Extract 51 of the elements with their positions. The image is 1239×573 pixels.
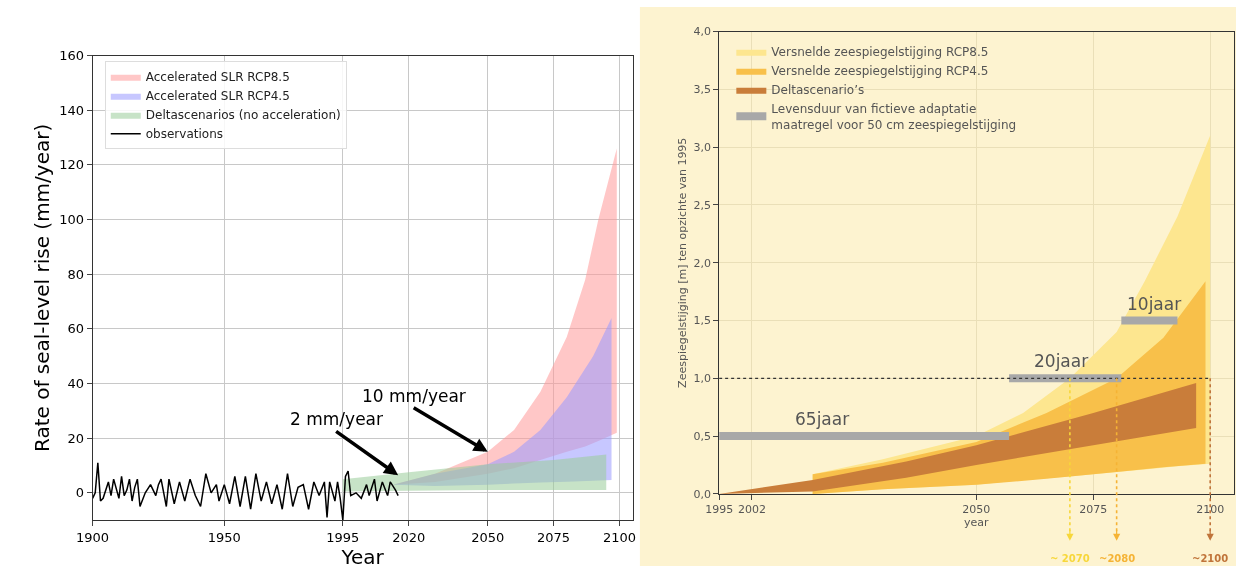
x-axis-title: year: [964, 516, 990, 530]
x-tick-label: 2075: [537, 529, 571, 545]
y-tick-label: 0,0: [693, 487, 711, 501]
x-tick-label: 2100: [1196, 503, 1225, 517]
legend-label: Accelerated SLR RCP4.5: [145, 89, 290, 104]
y-tick-label: 3,0: [693, 141, 711, 155]
ref-line-label: ~ 2070: [1050, 553, 1090, 564]
y-tick-label: 1,5: [693, 314, 711, 328]
legend-label: Accelerated SLR RCP8.5: [145, 70, 290, 85]
y-tick-label: 20: [67, 430, 84, 446]
annotation: 20jaar: [1034, 351, 1089, 371]
x-tick-label: 2075: [1079, 503, 1108, 517]
ref-line-label: ~2100: [1192, 553, 1229, 564]
y-tick-label: 60: [67, 321, 84, 337]
annotation: 65jaar: [795, 409, 850, 429]
y-tick-label: 0: [75, 485, 84, 501]
legend-label: observations: [145, 127, 223, 142]
line-series: [92, 462, 399, 521]
legend-label: Deltascenario’s: [771, 83, 865, 98]
y-tick-label: 40: [67, 376, 84, 392]
y-tick-label: 1,0: [693, 372, 711, 386]
y-tick-label: 4,0: [693, 25, 711, 39]
y-tick-label: 0,5: [693, 429, 711, 443]
x-tick-label: 1995: [705, 503, 734, 517]
annotation: 2 mm/year: [290, 409, 383, 429]
x-tick-label: 1995: [326, 529, 360, 545]
annotation: 10jaar: [1127, 294, 1182, 314]
y-tick-label: 2,5: [693, 198, 711, 212]
legend-label: Versnelde zeespiegelstijging RCP4.5: [771, 64, 989, 79]
y-tick-label: 120: [59, 157, 84, 173]
legend-label: Deltascenarios (no acceleration): [145, 108, 341, 123]
x-tick-label: 2050: [962, 503, 991, 517]
x-tick-label: 1900: [76, 529, 110, 545]
ref-line-label: ~2080: [1099, 553, 1136, 564]
y-axis-title: Rate of seal-level rise (mm/year): [29, 123, 54, 453]
x-tick-label: 2020: [392, 529, 426, 545]
legend-label: Levensduur van fictieve adaptatie maatregel voor 50 cm zeespiegelstijging: [771, 102, 1017, 132]
y-tick-label: 100: [59, 212, 84, 228]
y-tick-label: 2,0: [693, 256, 711, 270]
y-axis-title: Zeespiegelstijging [m] ten opzichte van 1995: [676, 137, 690, 388]
y-tick-label: 140: [59, 102, 84, 118]
annotation: 10 mm/year: [362, 386, 466, 406]
y-tick-label: 160: [59, 48, 84, 64]
x-tick-label: 2050: [471, 529, 505, 545]
x-tick-label: 2002: [737, 503, 766, 517]
x-tick-label: 1950: [207, 529, 241, 545]
y-tick-label: 80: [67, 266, 84, 282]
legend-label: Versnelde zeespiegelstijging RCP8.5: [771, 45, 989, 60]
x-axis-title: Year: [340, 544, 385, 569]
y-tick-label: 3,5: [693, 83, 711, 97]
x-tick-label: 2100: [602, 529, 636, 545]
